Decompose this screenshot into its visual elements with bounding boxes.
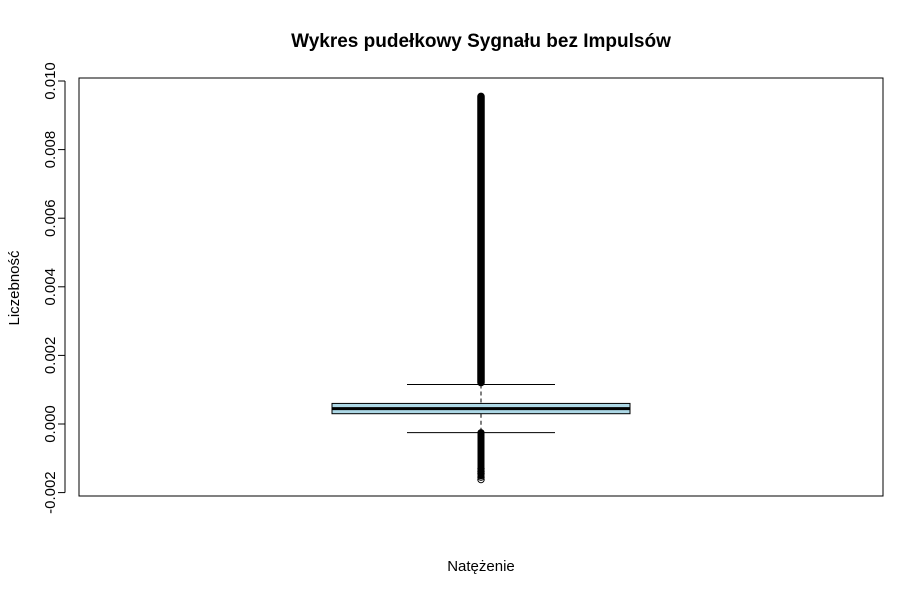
y-tick-label: 0.006 [42,199,59,237]
x-axis-label: Natężenie [447,558,515,575]
y-tick-label: 0.002 [42,337,59,375]
boxplot-box-group [331,92,631,484]
plot-frame [78,77,884,497]
y-axis-label: Liczebność [6,250,23,326]
chart-title: Wykres pudełkowy Sygnału bez Impulsów [291,31,671,52]
outlier-point-low [477,475,485,484]
y-tick-label: -0.002 [42,471,59,514]
y-axis: -0.002 0.000 0.002 0.004 0.006 0.008 0.010 [42,62,66,514]
y-tick-label: 0.008 [42,131,59,169]
y-tick-label: 0.004 [42,268,59,306]
outlier-point-low [477,473,485,481]
outlier-point-low [477,470,485,478]
outlier-point-low [477,464,485,473]
y-tick-label: 0.010 [42,62,59,100]
outlier-point-low [477,467,485,476]
y-tick-label: 0.000 [42,405,59,443]
